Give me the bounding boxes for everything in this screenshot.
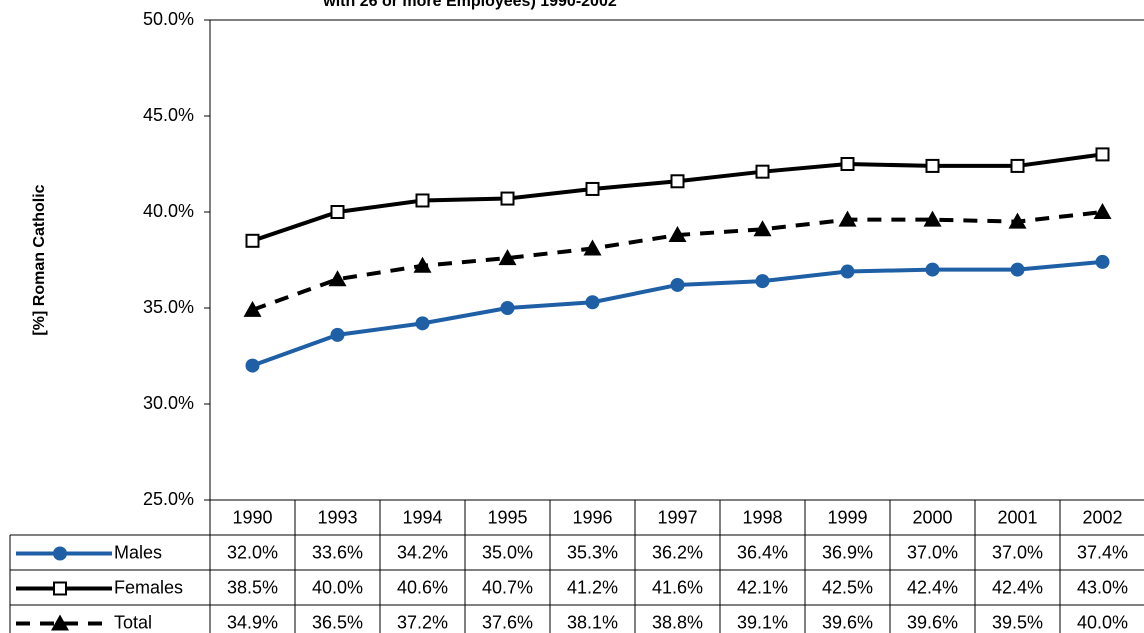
point [53, 546, 67, 561]
x-tick-label: 2000 [912, 507, 952, 527]
table-value: 37.2% [397, 612, 448, 632]
table-value: 35.0% [482, 542, 533, 562]
table-value: 42.4% [992, 577, 1043, 597]
point [1093, 203, 1112, 219]
point [1095, 254, 1110, 269]
table-value: 39.5% [992, 612, 1043, 632]
point [840, 157, 855, 171]
point [1010, 158, 1025, 173]
point [245, 233, 260, 248]
table-value: 37.0% [907, 542, 958, 562]
table-value: 36.4% [737, 542, 788, 562]
y-tick-label: 30.0% [143, 393, 194, 413]
point [583, 239, 602, 256]
x-tick-label: 1990 [232, 507, 272, 527]
x-tick-label: 1996 [572, 507, 612, 527]
legend-label: Total [114, 612, 152, 632]
x-tick-label: 2001 [997, 507, 1037, 527]
point [500, 191, 515, 206]
point [585, 295, 600, 310]
point [1095, 147, 1110, 162]
point [413, 256, 432, 273]
point [670, 277, 685, 292]
table-value: 37.4% [1077, 542, 1128, 562]
table-value: 40.6% [397, 577, 448, 597]
point [838, 210, 857, 227]
point [1010, 262, 1025, 277]
point [925, 262, 940, 277]
point [500, 301, 515, 315]
series-line [251, 259, 1103, 368]
table-value: 34.2% [397, 542, 448, 562]
point [415, 193, 430, 208]
x-tick-label: 1994 [402, 507, 442, 527]
table-value: 42.1% [737, 577, 788, 597]
y-tick-label: 40.0% [143, 201, 194, 221]
table-value: 38.1% [567, 612, 618, 632]
table-value: 36.9% [822, 542, 873, 562]
y-tick-label: 35.0% [143, 297, 194, 317]
table-value: 40.0% [1077, 612, 1128, 632]
point [245, 358, 260, 373]
y-tick-label: 45.0% [143, 105, 194, 125]
point [328, 270, 347, 287]
legend-label: Females [114, 577, 183, 597]
x-tick-label: 1998 [742, 507, 782, 527]
x-tick-label: 1995 [487, 507, 527, 527]
table-value: 38.8% [652, 612, 703, 632]
point [330, 205, 345, 219]
point [925, 158, 940, 173]
table-value: 41.2% [567, 577, 618, 597]
table-value: 41.6% [652, 577, 703, 597]
point [840, 264, 855, 279]
table-value: 40.7% [482, 577, 533, 597]
table-value: 34.9% [227, 612, 278, 632]
table-value: 39.6% [822, 612, 873, 632]
x-tick-label: 1993 [317, 507, 357, 527]
table-value: 37.0% [992, 542, 1043, 562]
point [415, 316, 430, 331]
point [243, 300, 262, 317]
x-tick-label: 1997 [657, 507, 697, 527]
point [53, 581, 67, 596]
table-value: 37.6% [482, 612, 533, 632]
table-value: 42.4% [907, 577, 958, 597]
point [670, 174, 685, 189]
table-value: 38.5% [227, 577, 278, 597]
y-tick-label: 50.0% [143, 9, 194, 29]
table-value: 43.0% [1077, 577, 1128, 597]
table-value: 36.2% [652, 542, 703, 562]
point [923, 210, 942, 227]
y-axis-label: [%] Roman Catholic [31, 184, 48, 335]
point [498, 249, 517, 266]
point [755, 164, 770, 179]
chart-title: with 26 or more Employees) 1990-2002 [322, 0, 617, 10]
point [668, 226, 687, 243]
table-value: 39.1% [737, 612, 788, 632]
point [755, 274, 770, 289]
point [1008, 212, 1027, 229]
table-value: 42.5% [822, 577, 873, 597]
legend-label: Males [114, 542, 162, 562]
table-value: 39.6% [907, 612, 958, 632]
point [51, 614, 69, 631]
point [330, 327, 345, 342]
y-tick-label: 25.0% [143, 489, 194, 509]
x-tick-label: 2002 [1082, 507, 1122, 527]
table-value: 33.6% [312, 542, 363, 562]
table-value: 40.0% [312, 577, 363, 597]
point [585, 181, 600, 196]
table-value: 35.3% [567, 542, 618, 562]
table-value: 36.5% [312, 612, 363, 632]
table-value: 32.0% [227, 542, 278, 562]
x-tick-label: 1999 [827, 507, 867, 527]
point [753, 220, 772, 237]
